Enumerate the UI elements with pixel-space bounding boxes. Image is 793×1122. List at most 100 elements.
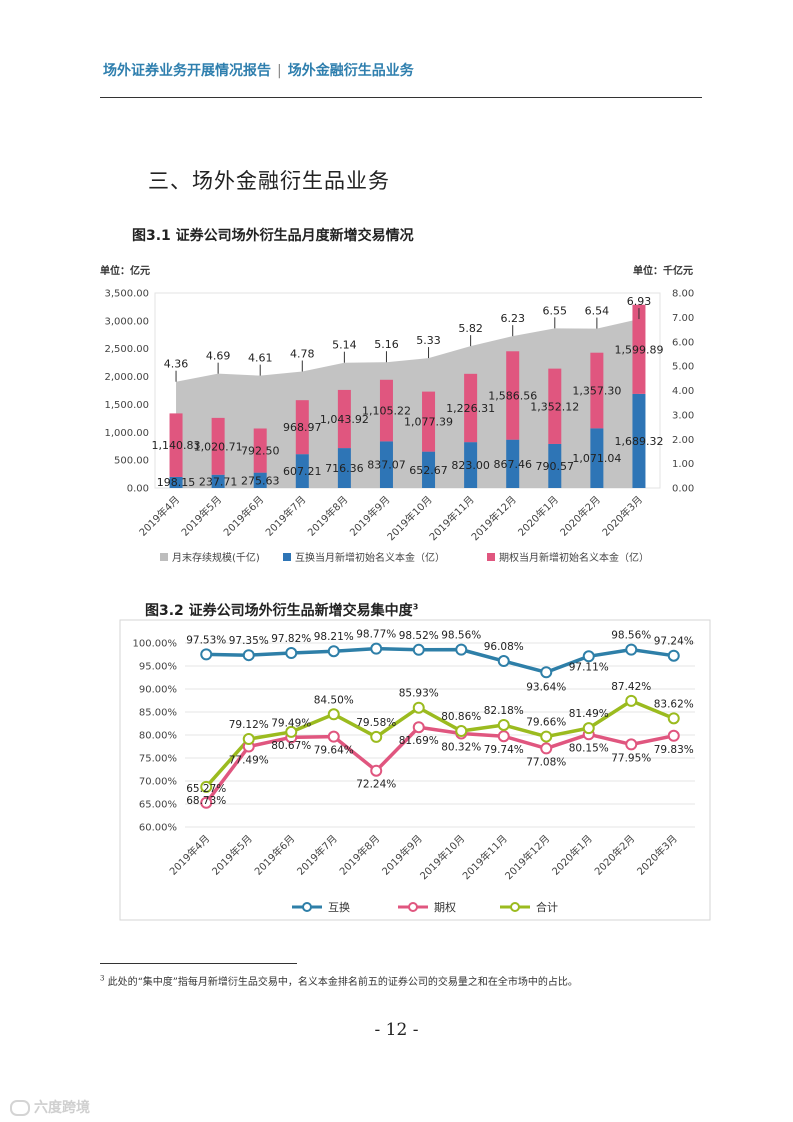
y2-tick-label: 8.00: [672, 289, 694, 300]
y-tick-label: 90.00%: [139, 685, 177, 696]
x-tick-label: 2020年1月: [515, 493, 561, 539]
data-point: [497, 655, 510, 668]
option-value-label: 792.50: [241, 445, 280, 458]
data-label: 97.11%: [569, 661, 609, 673]
legend-swatch: [160, 553, 168, 561]
area-value-label: 5.14: [332, 339, 357, 352]
data-point: [497, 718, 510, 731]
data-label: 98.52%: [399, 630, 439, 642]
area-value-label: 4.69: [206, 350, 231, 363]
data-point: [327, 730, 340, 743]
x-tick-label: 2019年8月: [305, 493, 351, 539]
data-label: 79.64%: [314, 745, 354, 757]
legend-label: 月末存续规模(千亿): [172, 551, 260, 564]
figure2-footnote-mark: 3: [412, 602, 419, 612]
data-label: 77.95%: [611, 752, 651, 764]
bar-option: [169, 413, 183, 477]
y-tick-label: 75.00%: [139, 754, 177, 765]
data-point: [412, 643, 425, 656]
data-label: 79.83%: [654, 744, 694, 756]
data-label: 84.50%: [314, 694, 354, 706]
data-point: [667, 729, 680, 742]
bar-option: [337, 389, 351, 449]
bar-option: [253, 428, 267, 473]
data-point: [582, 722, 595, 735]
y-tick-label: 65.00%: [139, 800, 177, 811]
data-point: [200, 796, 213, 809]
data-label: 79.12%: [229, 719, 269, 731]
footnote-rule: [100, 963, 297, 964]
watermark-logo-icon: [10, 1100, 30, 1116]
y2-tick-label: 2.00: [672, 435, 694, 446]
header-separator: |: [277, 63, 282, 79]
swap-value-label: 867.46: [493, 458, 532, 471]
option-value-label: 1,226.31: [446, 402, 495, 415]
y2-tick-label: 1.00: [672, 459, 694, 470]
y-tick-label: 1,000.00: [104, 428, 149, 439]
data-label: 87.42%: [611, 681, 651, 693]
legend-label: 期权当月新增初始名义本金（亿）: [499, 551, 649, 564]
y-tick-label: 85.00%: [139, 708, 177, 719]
data-label: 97.35%: [229, 635, 269, 647]
data-label: 98.56%: [611, 630, 651, 642]
data-point: [582, 650, 595, 663]
option-value-label: 1,105.22: [362, 405, 411, 418]
footnote-mark: 3: [100, 974, 105, 983]
x-tick-label: 2020年3月: [599, 493, 645, 539]
data-point: [625, 738, 638, 751]
chart-frame: [119, 619, 711, 921]
header-section-name: 场外金融衍生品业务: [287, 63, 414, 79]
bar-option: [548, 368, 562, 444]
x-tick-label: 2019年9月: [347, 493, 393, 539]
option-value-label: 1,077.39: [404, 416, 453, 429]
bar-option: [632, 304, 646, 394]
y-tick-label: 2,500.00: [104, 344, 149, 355]
data-point: [242, 733, 255, 746]
area-value-label: 6.23: [500, 312, 525, 325]
bar-swap: [253, 472, 267, 488]
y-tick-label: 100.00%: [133, 639, 178, 650]
bar-option: [422, 391, 436, 452]
header-report-title: 场外证券业务开展情况报告: [103, 63, 271, 79]
page-number: - 12 -: [374, 1020, 419, 1040]
data-label: 79.66%: [526, 717, 566, 729]
swap-value-label: 652.67: [409, 464, 448, 477]
figure2-title-text: 图3.2 证券公司场外衍生品新增交易集中度: [145, 603, 413, 619]
data-label: 97.82%: [271, 633, 311, 645]
data-label: 79.49%: [271, 717, 311, 729]
bar-option: [464, 373, 478, 443]
data-point: [285, 725, 298, 738]
bar-swap: [422, 451, 436, 488]
header-rule: [100, 97, 702, 98]
area-value-label: 4.61: [248, 352, 273, 365]
data-point: [370, 730, 383, 743]
data-point: [625, 643, 638, 656]
x-tick-label: 2019年5月: [178, 493, 224, 539]
y2-tick-label: 3.00: [672, 410, 694, 421]
bar-option: [379, 379, 393, 442]
area-value-label: 6.93: [627, 295, 652, 308]
figure2-chart: 60.00% 65.00% 70.00% 75.00% 80.00% 85.00% 90.0…: [119, 619, 711, 921]
swap-value-label: 275.63: [241, 474, 280, 487]
data-label: 77.49%: [229, 755, 269, 767]
data-point: [667, 649, 680, 662]
option-value-label: 1,140.83: [152, 439, 201, 452]
watermark-text: 六度跨境: [34, 1100, 90, 1116]
data-label: 93.64%: [526, 681, 566, 693]
data-label: 65.27%: [186, 783, 226, 795]
figure2-title: 图3.2 证券公司场外衍生品新增交易集中度3: [145, 600, 418, 620]
area-value-label: 5.33: [416, 334, 441, 347]
line-total: [204, 699, 675, 789]
y-tick-label: 80.00%: [139, 731, 177, 742]
x-tick-label: 2019年7月: [294, 832, 340, 878]
legend-label: 互换当月新增初始名义本金（亿）: [295, 551, 445, 564]
data-point: [540, 730, 553, 743]
bar-swap: [632, 393, 646, 488]
data-label: 98.21%: [314, 631, 354, 643]
y2-tick-label: 5.00: [672, 362, 694, 373]
bar-swap: [295, 454, 309, 488]
data-label: 80.32%: [441, 742, 481, 754]
x-tick-label: 2019年9月: [379, 832, 425, 878]
data-label: 77.08%: [526, 756, 566, 768]
area-value-label: 4.78: [290, 347, 315, 360]
